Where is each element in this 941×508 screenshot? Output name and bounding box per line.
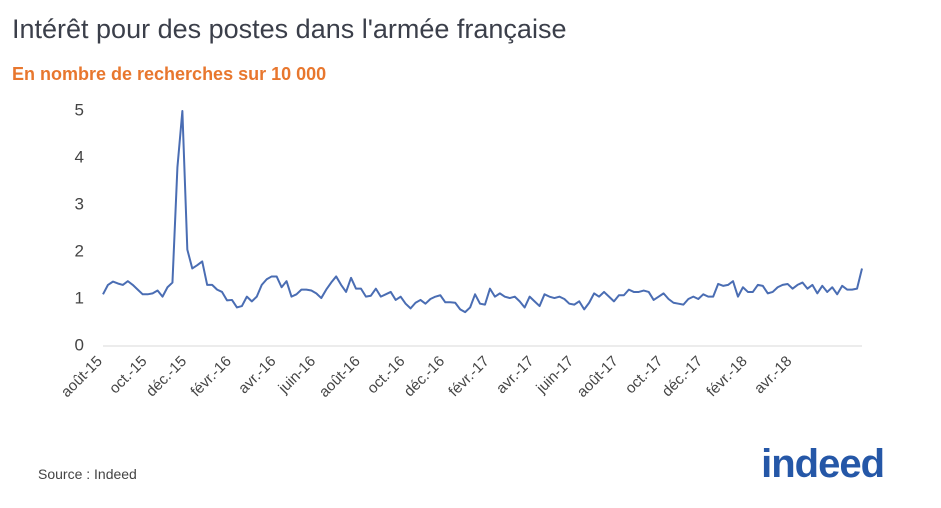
x-tick-label: avr.-16	[235, 353, 279, 397]
x-tick-label: févr.-16	[187, 353, 234, 400]
x-tick-label: juin-16	[275, 353, 320, 398]
y-tick-label: 4	[75, 147, 84, 166]
x-tick-label: févr.-17	[445, 353, 492, 400]
y-tick-label: 0	[75, 335, 84, 354]
x-tick-label: avr.-18	[751, 353, 795, 397]
x-tick-label: août-17	[574, 353, 622, 401]
logo: indeed	[761, 442, 884, 486]
x-tick-label: déc.-15	[143, 353, 190, 400]
data-line	[102, 110, 863, 314]
chart-title: Intérêt pour des postes dans l'armée fra…	[12, 14, 566, 44]
chart-subtitle: En nombre de recherches sur 10 000	[12, 64, 326, 84]
x-tick-label: déc.-17	[659, 353, 706, 400]
source: Source : Indeed	[38, 466, 137, 482]
x-tick-label: avr.-17	[493, 353, 537, 397]
y-tick-label: 1	[75, 288, 84, 307]
x-tick-label: juin-17	[533, 353, 578, 398]
x-tick-label: août-15	[58, 353, 106, 401]
y-tick-label: 3	[75, 194, 84, 213]
x-tick-label: févr.-18	[703, 353, 750, 400]
x-tick-label: déc.-16	[401, 353, 448, 400]
x-tick-label: août-16	[316, 353, 364, 401]
y-tick-label: 2	[75, 241, 84, 260]
y-tick-label: 5	[75, 100, 84, 119]
